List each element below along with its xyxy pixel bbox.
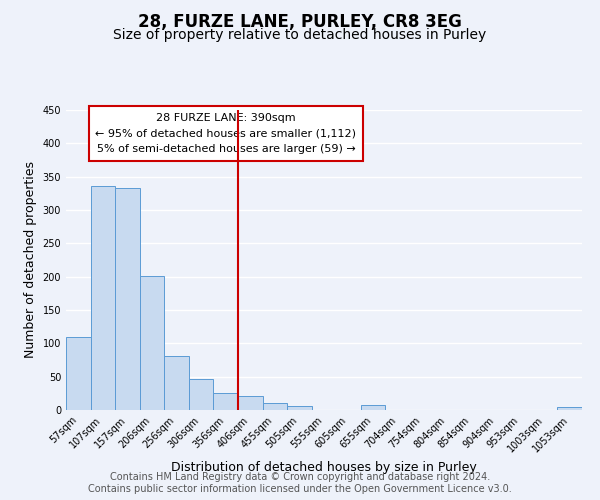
- Bar: [164, 356, 189, 410]
- Bar: [361, 404, 385, 410]
- Bar: [115, 188, 140, 410]
- Bar: [189, 380, 214, 410]
- Bar: [287, 406, 312, 410]
- Text: Contains HM Land Registry data © Crown copyright and database right 2024.: Contains HM Land Registry data © Crown c…: [110, 472, 490, 482]
- Text: Size of property relative to detached houses in Purley: Size of property relative to detached ho…: [113, 28, 487, 42]
- Bar: [557, 408, 582, 410]
- Bar: [238, 396, 263, 410]
- Text: 28, FURZE LANE, PURLEY, CR8 3EG: 28, FURZE LANE, PURLEY, CR8 3EG: [138, 12, 462, 30]
- Bar: [263, 402, 287, 410]
- Bar: [66, 338, 91, 410]
- Bar: [91, 186, 115, 410]
- Y-axis label: Number of detached properties: Number of detached properties: [24, 162, 37, 358]
- Bar: [140, 276, 164, 410]
- Bar: [214, 394, 238, 410]
- Text: Contains public sector information licensed under the Open Government Licence v3: Contains public sector information licen…: [88, 484, 512, 494]
- X-axis label: Distribution of detached houses by size in Purley: Distribution of detached houses by size …: [171, 461, 477, 474]
- Text: 28 FURZE LANE: 390sqm
← 95% of detached houses are smaller (1,112)
5% of semi-de: 28 FURZE LANE: 390sqm ← 95% of detached …: [95, 113, 356, 154]
